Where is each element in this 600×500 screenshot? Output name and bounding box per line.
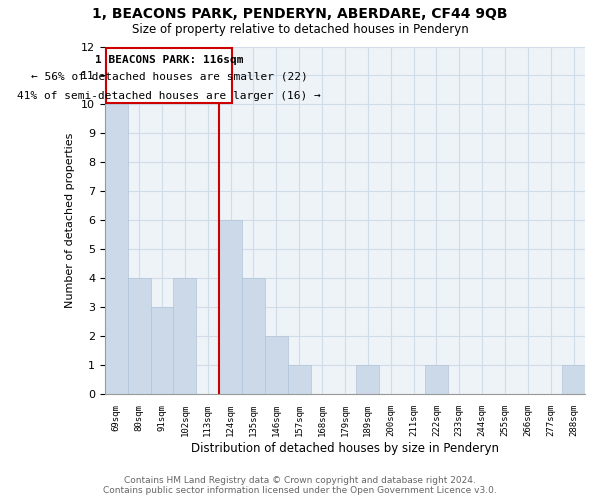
Bar <box>173 278 196 394</box>
Bar <box>219 220 242 394</box>
Text: 1, BEACONS PARK, PENDERYN, ABERDARE, CF44 9QB: 1, BEACONS PARK, PENDERYN, ABERDARE, CF4… <box>92 8 508 22</box>
FancyBboxPatch shape <box>106 48 232 103</box>
Text: Size of property relative to detached houses in Penderyn: Size of property relative to detached ho… <box>131 22 469 36</box>
Text: Contains HM Land Registry data © Crown copyright and database right 2024.
Contai: Contains HM Land Registry data © Crown c… <box>103 476 497 495</box>
Bar <box>265 336 288 394</box>
Y-axis label: Number of detached properties: Number of detached properties <box>65 133 76 308</box>
Bar <box>425 366 448 394</box>
Bar <box>562 366 585 394</box>
Text: 1 BEACONS PARK: 116sqm: 1 BEACONS PARK: 116sqm <box>95 55 243 65</box>
Bar <box>288 366 311 394</box>
Text: 41% of semi-detached houses are larger (16) →: 41% of semi-detached houses are larger (… <box>17 92 321 102</box>
Bar <box>242 278 265 394</box>
Bar <box>105 104 128 395</box>
Bar <box>151 308 173 394</box>
Bar <box>128 278 151 394</box>
Bar <box>356 366 379 394</box>
X-axis label: Distribution of detached houses by size in Penderyn: Distribution of detached houses by size … <box>191 442 499 455</box>
Text: ← 56% of detached houses are smaller (22): ← 56% of detached houses are smaller (22… <box>31 72 307 82</box>
